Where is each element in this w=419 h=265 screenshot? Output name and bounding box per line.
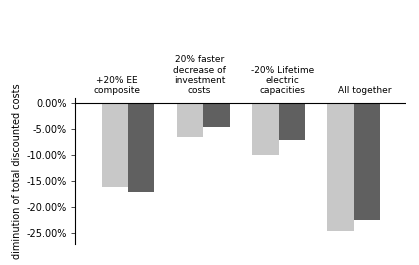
- Bar: [327, 103, 354, 231]
- Text: +20% EE
composite: +20% EE composite: [93, 76, 140, 95]
- Text: 20% faster
decrease of
investment
costs: 20% faster decrease of investment costs: [173, 55, 226, 95]
- Bar: [203, 103, 230, 127]
- Text: All together: All together: [338, 86, 392, 95]
- Bar: [252, 103, 279, 155]
- Bar: [177, 103, 203, 137]
- Y-axis label: diminution of total discounted costs: diminution of total discounted costs: [12, 83, 22, 259]
- Bar: [279, 103, 305, 140]
- Bar: [128, 103, 155, 192]
- Text: -20% Lifetime
electric
capacities: -20% Lifetime electric capacities: [251, 66, 314, 95]
- Bar: [102, 103, 128, 187]
- Bar: [354, 103, 380, 220]
